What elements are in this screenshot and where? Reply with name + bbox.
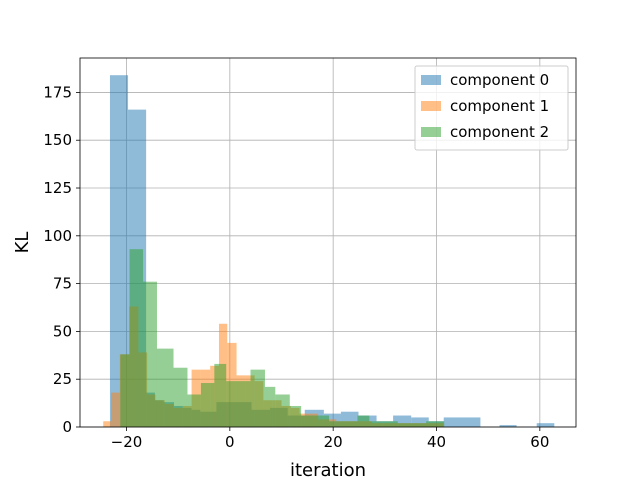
histogram-bar — [426, 421, 445, 427]
histogram-bar — [315, 415, 330, 427]
histogram-bar — [329, 421, 344, 427]
legend-label: component 0 — [450, 71, 549, 89]
series-2-bars — [120, 249, 445, 427]
y-axis-label: KL — [12, 232, 33, 254]
x-axis-label: iteration — [290, 460, 366, 480]
histogram-bar — [275, 394, 290, 427]
histogram-bar — [111, 392, 120, 427]
legend-box — [414, 65, 569, 151]
histogram-bar — [187, 394, 201, 427]
histogram-bar — [343, 421, 358, 427]
x-tick-label: 20 — [324, 433, 343, 451]
y-tick-label: 50 — [53, 322, 72, 340]
histogram-bar — [411, 417, 429, 427]
histogram-bar — [369, 421, 383, 427]
legend-label: component 2 — [450, 123, 549, 141]
histogram-bar — [443, 417, 481, 427]
legend-swatch — [421, 101, 441, 111]
histogram-bar — [109, 75, 129, 428]
histogram-bar — [214, 363, 227, 427]
histogram-bar — [301, 415, 316, 427]
histogram-bar — [382, 421, 398, 427]
plot-frame — [79, 57, 577, 428]
histogram-bar — [289, 405, 302, 427]
y-tick-label: 175 — [43, 83, 72, 101]
x-axis-ticks: −20 0 20 40 60 — [111, 427, 549, 451]
histogram-bar — [129, 249, 144, 427]
histogram-bar — [200, 383, 215, 427]
legend: component 0 component 1 component 2 — [414, 65, 569, 151]
y-tick-label: 150 — [43, 131, 72, 149]
histogram-bar — [397, 423, 427, 427]
histogram-bars — [103, 75, 555, 428]
legend-label: component 1 — [450, 97, 549, 115]
histogram-bar — [173, 367, 188, 427]
y-tick-label: 75 — [53, 275, 72, 293]
histogram-bar — [120, 354, 130, 427]
legend-swatch — [421, 127, 441, 137]
x-tick-label: 60 — [530, 433, 549, 451]
histogram-bar — [226, 381, 251, 427]
histogram-bar — [536, 423, 555, 427]
histogram-bar — [250, 369, 265, 427]
histogram-bar — [357, 415, 370, 427]
y-tick-label: 125 — [43, 179, 72, 197]
legend-swatch — [421, 75, 441, 85]
y-tick-label: 0 — [62, 418, 72, 436]
histogram-bar — [156, 348, 174, 427]
histogram-bar — [103, 421, 111, 427]
x-tick-label: 0 — [225, 433, 235, 451]
histogram-bar — [499, 425, 517, 427]
x-tick-label: −20 — [111, 433, 143, 451]
y-axis-ticks: 0 25 50 75 100 125 150 175 — [43, 83, 80, 436]
histogram-bar — [143, 281, 157, 427]
histogram-bar — [264, 386, 276, 427]
histogram-bar — [393, 415, 412, 427]
y-tick-label: 25 — [53, 370, 72, 388]
x-tick-label: 40 — [427, 433, 446, 451]
y-tick-label: 100 — [43, 227, 72, 245]
